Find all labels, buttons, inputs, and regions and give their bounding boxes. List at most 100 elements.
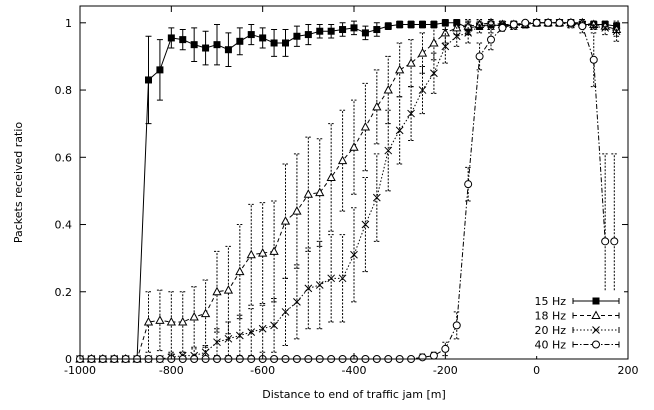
data-point bbox=[360, 121, 371, 131]
data-point bbox=[350, 250, 358, 259]
x-tick-label: -200 bbox=[433, 364, 458, 377]
data-point bbox=[213, 41, 221, 49]
data-point bbox=[566, 18, 575, 27]
data-point bbox=[601, 23, 610, 32]
error-bar bbox=[602, 20, 609, 36]
data-point bbox=[258, 324, 267, 333]
error-bar bbox=[442, 29, 449, 64]
legend-marker bbox=[592, 297, 600, 305]
error-bar bbox=[168, 291, 175, 353]
error-bar bbox=[442, 22, 449, 44]
error-bar bbox=[476, 42, 483, 71]
data-point bbox=[452, 32, 461, 41]
data-point bbox=[259, 34, 267, 42]
data-point bbox=[212, 286, 222, 296]
legend-marker bbox=[591, 310, 601, 319]
legend-label: 18 Hz bbox=[534, 310, 566, 323]
legend-item: 20 Hz bbox=[534, 324, 620, 337]
data-point bbox=[236, 37, 244, 45]
data-point bbox=[521, 18, 530, 27]
data-point bbox=[430, 20, 438, 28]
data-point bbox=[145, 76, 152, 84]
legend-marker bbox=[592, 340, 600, 349]
data-point bbox=[509, 20, 518, 29]
data-point bbox=[532, 18, 541, 27]
data-point bbox=[440, 27, 450, 37]
data-point bbox=[315, 281, 324, 289]
data-point bbox=[544, 18, 553, 27]
data-point bbox=[589, 55, 598, 64]
error-bar bbox=[465, 22, 472, 44]
data-point bbox=[201, 348, 210, 357]
legend-background bbox=[508, 291, 624, 356]
data-point bbox=[361, 29, 369, 37]
data-point bbox=[578, 22, 587, 31]
data-point bbox=[475, 22, 484, 31]
data-point bbox=[610, 237, 619, 246]
error-bar bbox=[488, 29, 494, 51]
legend-errorbar bbox=[572, 341, 620, 348]
data-point bbox=[167, 34, 175, 42]
error-bar bbox=[408, 86, 415, 141]
data-point bbox=[327, 27, 335, 35]
data-point bbox=[316, 27, 324, 35]
error-bar bbox=[145, 291, 152, 353]
data-point bbox=[292, 206, 302, 215]
data-point bbox=[270, 321, 278, 330]
x-axis-label: Distance to end of traffic jam [m] bbox=[262, 388, 446, 401]
data-point bbox=[441, 42, 450, 51]
data-point bbox=[418, 86, 427, 94]
error-bar bbox=[156, 289, 163, 352]
axes: -1000 -800 -600 -400 -200 0 200 0 0.2 0.4 0.6 0.8 1 bbox=[55, 5, 639, 377]
legend-item: 15 Hz bbox=[534, 295, 620, 308]
data-point bbox=[395, 64, 405, 74]
series-line bbox=[80, 22, 617, 360]
data-point bbox=[166, 316, 176, 326]
error-bar bbox=[282, 277, 289, 347]
data-point bbox=[179, 36, 187, 44]
data-point bbox=[235, 266, 245, 276]
error-bar bbox=[259, 304, 266, 353]
error-bar bbox=[191, 286, 198, 348]
y-tick-label: 0.8 bbox=[55, 84, 73, 97]
data-point bbox=[384, 146, 393, 155]
data-point bbox=[612, 27, 621, 36]
data-point bbox=[601, 237, 610, 246]
legend-errorbar bbox=[572, 298, 620, 304]
data-point bbox=[464, 29, 473, 37]
error-bar bbox=[430, 52, 437, 94]
data-point bbox=[223, 285, 234, 294]
data-point bbox=[498, 23, 507, 32]
data-point bbox=[247, 328, 256, 336]
data-point bbox=[395, 126, 404, 135]
data-point bbox=[338, 274, 347, 283]
data-point bbox=[452, 321, 461, 330]
data-point bbox=[417, 48, 428, 57]
data-point bbox=[224, 334, 233, 343]
data-point bbox=[281, 308, 290, 316]
series-40hz bbox=[76, 18, 619, 363]
data-point bbox=[349, 142, 359, 151]
data-point bbox=[155, 315, 165, 324]
error-bar bbox=[396, 96, 403, 165]
data-point bbox=[235, 331, 244, 340]
data-point bbox=[407, 109, 415, 118]
data-point bbox=[373, 26, 381, 34]
data-point bbox=[441, 344, 450, 353]
error-bar bbox=[430, 25, 437, 61]
legend-marker bbox=[592, 326, 600, 334]
error-bar bbox=[271, 297, 278, 353]
error-bar bbox=[476, 18, 483, 34]
data-point bbox=[419, 20, 426, 28]
data-point bbox=[247, 31, 255, 39]
data-point bbox=[315, 187, 325, 197]
data-point bbox=[589, 22, 598, 31]
data-point bbox=[407, 20, 415, 28]
data-point bbox=[406, 58, 416, 67]
data-point bbox=[178, 316, 188, 326]
legend-item: 18 Hz bbox=[534, 310, 620, 323]
data-point bbox=[429, 351, 438, 360]
y-tick-label: 1 bbox=[65, 17, 72, 30]
